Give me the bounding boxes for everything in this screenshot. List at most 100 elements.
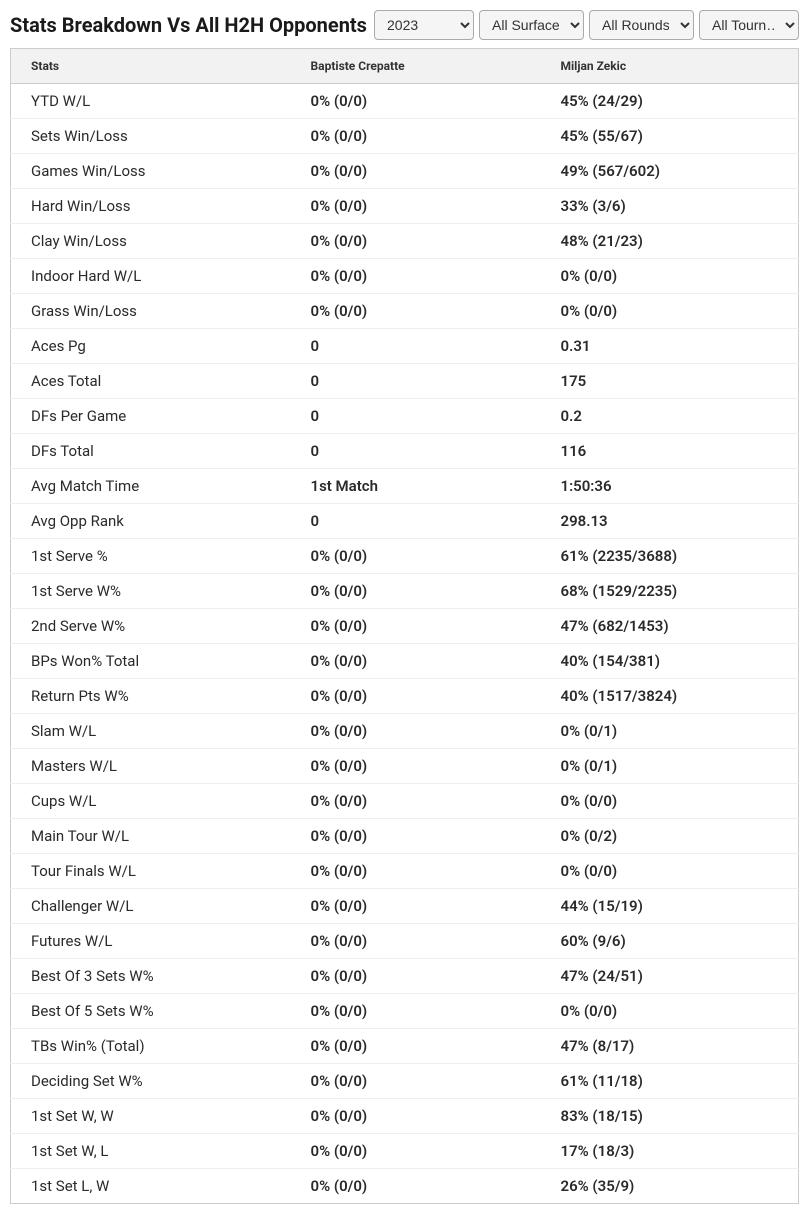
player2-value: 45% (24/29) — [541, 84, 799, 119]
stat-label: Avg Match Time — [11, 469, 291, 504]
player1-value: 0% (0/0) — [291, 609, 541, 644]
player1-value: 0% (0/0) — [291, 1064, 541, 1099]
stat-label: Best Of 3 Sets W% — [11, 959, 291, 994]
player2-value: 0% (0/2) — [541, 819, 799, 854]
player2-value: 298.13 — [541, 504, 799, 539]
col-header-stats: Stats — [11, 49, 291, 84]
stat-label: Slam W/L — [11, 714, 291, 749]
page-title: Stats Breakdown Vs All H2H Opponents — [10, 13, 367, 37]
player1-value: 0% (0/0) — [291, 714, 541, 749]
player1-value: 0 — [291, 329, 541, 364]
player2-value: 17% (18/3) — [541, 1134, 799, 1169]
stat-label: Main Tour W/L — [11, 819, 291, 854]
table-row: 1st Serve %0% (0/0)61% (2235/3688) — [11, 539, 799, 574]
player2-value: 40% (154/381) — [541, 644, 799, 679]
player2-value: 116 — [541, 434, 799, 469]
table-row: Clay Win/Loss0% (0/0)48% (21/23) — [11, 224, 799, 259]
player2-value: 47% (8/17) — [541, 1029, 799, 1064]
player2-value: 48% (21/23) — [541, 224, 799, 259]
player2-value: 47% (682/1453) — [541, 609, 799, 644]
table-row: Aces Pg00.31 — [11, 329, 799, 364]
player2-value: 61% (11/18) — [541, 1064, 799, 1099]
player1-value: 0% (0/0) — [291, 84, 541, 119]
table-row: 1st Set L, W0% (0/0)26% (35/9) — [11, 1169, 799, 1204]
player1-value: 0% (0/0) — [291, 119, 541, 154]
player1-value: 0% (0/0) — [291, 259, 541, 294]
tournament-select[interactable]: All Tourn… — [699, 10, 799, 40]
player1-value: 0% (0/0) — [291, 1134, 541, 1169]
player1-value: 0% (0/0) — [291, 854, 541, 889]
stat-label: Clay Win/Loss — [11, 224, 291, 259]
player1-value: 0% (0/0) — [291, 679, 541, 714]
stat-label: Hard Win/Loss — [11, 189, 291, 224]
col-header-player2: Miljan Zekic — [541, 49, 799, 84]
table-row: Sets Win/Loss0% (0/0)45% (55/67) — [11, 119, 799, 154]
player1-value: 0% (0/0) — [291, 1099, 541, 1134]
table-row: Main Tour W/L0% (0/0)0% (0/2) — [11, 819, 799, 854]
stat-label: 1st Serve % — [11, 539, 291, 574]
stats-table-wrap: Stats Baptiste Crepatte Miljan Zekic YTD… — [0, 48, 809, 1204]
player1-value: 0% (0/0) — [291, 574, 541, 609]
round-select[interactable]: All Rounds — [589, 10, 694, 40]
stat-label: 1st Set W, W — [11, 1099, 291, 1134]
stat-label: DFs Total — [11, 434, 291, 469]
player1-value: 0% (0/0) — [291, 644, 541, 679]
player2-value: 60% (9/6) — [541, 924, 799, 959]
stat-label: BPs Won% Total — [11, 644, 291, 679]
player2-value: 0% (0/0) — [541, 854, 799, 889]
player2-value: 83% (18/15) — [541, 1099, 799, 1134]
player2-value: 0.2 — [541, 399, 799, 434]
stat-label: Sets Win/Loss — [11, 119, 291, 154]
col-header-player1: Baptiste Crepatte — [291, 49, 541, 84]
player2-value: 44% (15/19) — [541, 889, 799, 924]
player1-value: 0% (0/0) — [291, 294, 541, 329]
player1-value: 0% (0/0) — [291, 819, 541, 854]
player1-value: 0% (0/0) — [291, 959, 541, 994]
player2-value: 47% (24/51) — [541, 959, 799, 994]
table-row: Best Of 5 Sets W%0% (0/0)0% (0/0) — [11, 994, 799, 1029]
stat-label: 1st Serve W% — [11, 574, 291, 609]
player1-value: 0 — [291, 504, 541, 539]
player2-value: 0.31 — [541, 329, 799, 364]
stat-label: Tour Finals W/L — [11, 854, 291, 889]
stat-label: DFs Per Game — [11, 399, 291, 434]
player1-value: 0% (0/0) — [291, 784, 541, 819]
table-row: TBs Win% (Total)0% (0/0)47% (8/17) — [11, 1029, 799, 1064]
table-row: Avg Opp Rank0298.13 — [11, 504, 799, 539]
player1-value: 0% (0/0) — [291, 749, 541, 784]
player2-value: 68% (1529/2235) — [541, 574, 799, 609]
player1-value: 0% (0/0) — [291, 994, 541, 1029]
stat-label: Best Of 5 Sets W% — [11, 994, 291, 1029]
player1-value: 0% (0/0) — [291, 924, 541, 959]
stat-label: 1st Set W, L — [11, 1134, 291, 1169]
player2-value: 61% (2235/3688) — [541, 539, 799, 574]
player1-value: 0% (0/0) — [291, 154, 541, 189]
player1-value: 0% (0/0) — [291, 539, 541, 574]
table-row: Futures W/L0% (0/0)60% (9/6) — [11, 924, 799, 959]
player1-value: 0 — [291, 434, 541, 469]
stat-label: Masters W/L — [11, 749, 291, 784]
table-header-row: Stats Baptiste Crepatte Miljan Zekic — [11, 49, 799, 84]
year-select[interactable]: 2023 — [374, 10, 474, 40]
table-row: Aces Total0175 — [11, 364, 799, 399]
table-row: BPs Won% Total0% (0/0)40% (154/381) — [11, 644, 799, 679]
table-row: DFs Per Game00.2 — [11, 399, 799, 434]
player2-value: 0% (0/1) — [541, 714, 799, 749]
table-row: Masters W/L0% (0/0)0% (0/1) — [11, 749, 799, 784]
player1-value: 1st Match — [291, 469, 541, 504]
stat-label: Grass Win/Loss — [11, 294, 291, 329]
player1-value: 0% (0/0) — [291, 189, 541, 224]
player2-value: 0% (0/0) — [541, 294, 799, 329]
table-row: Hard Win/Loss0% (0/0)33% (3/6) — [11, 189, 799, 224]
stat-label: 2nd Serve W% — [11, 609, 291, 644]
player2-value: 175 — [541, 364, 799, 399]
table-row: Slam W/L0% (0/0)0% (0/1) — [11, 714, 799, 749]
stat-label: Indoor Hard W/L — [11, 259, 291, 294]
surface-select[interactable]: All Surfaces — [479, 10, 584, 40]
stat-label: YTD W/L — [11, 84, 291, 119]
table-row: Best Of 3 Sets W%0% (0/0)47% (24/51) — [11, 959, 799, 994]
table-row: Games Win/Loss0% (0/0)49% (567/602) — [11, 154, 799, 189]
player2-value: 0% (0/0) — [541, 259, 799, 294]
player1-value: 0% (0/0) — [291, 224, 541, 259]
player2-value: 40% (1517/3824) — [541, 679, 799, 714]
